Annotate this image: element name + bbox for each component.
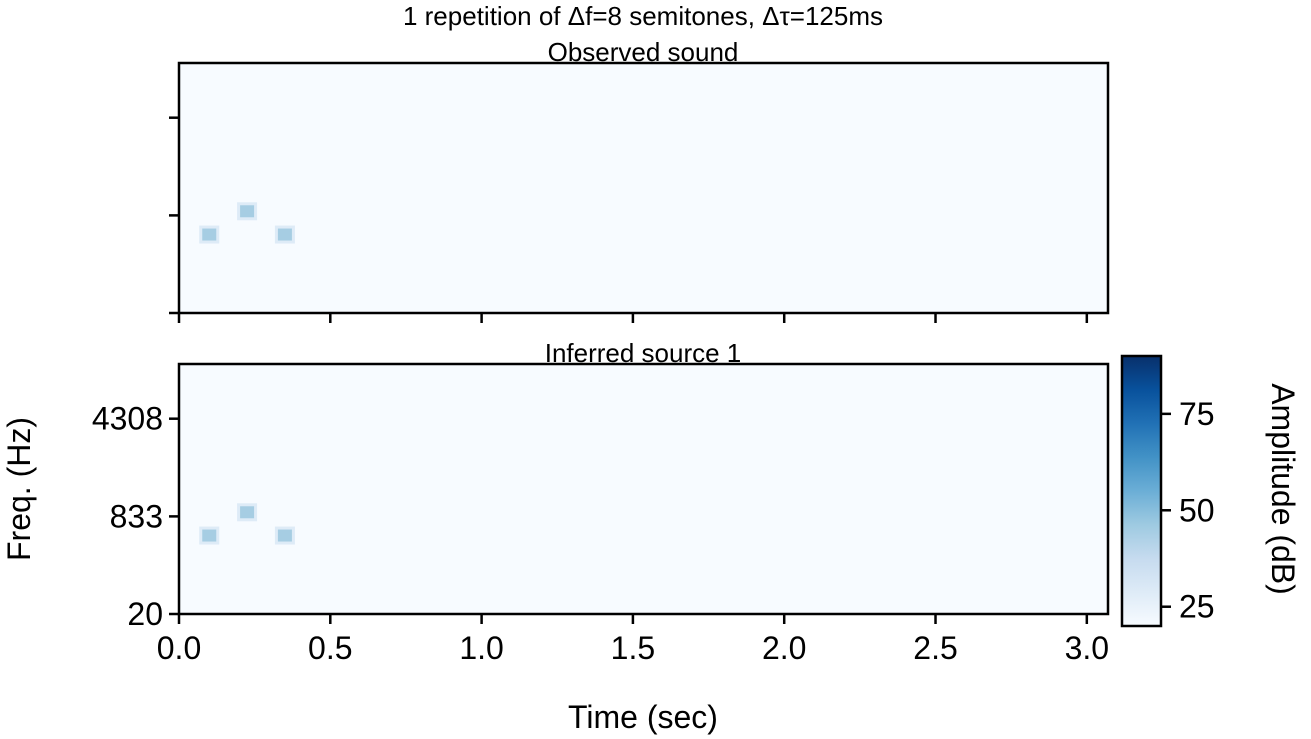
- tone-marks-inferred: [199, 503, 295, 545]
- x-tick-label: 0.0: [157, 630, 201, 666]
- tone-mark: [202, 529, 217, 542]
- colorbar-tick-label: 50: [1179, 492, 1215, 528]
- x-ticks-inferred: 0.0 0.5 1.0 1.5 2.0 2.5 3.0: [157, 614, 1109, 666]
- x-tick-label: 2.0: [762, 630, 806, 666]
- figure-suptitle: 1 repetition of Δf=8 semitones, Δτ=125ms: [403, 1, 883, 31]
- panel-inferred-source: Inferred source 1 0.0 0.5 1.0 1.5 2.0 2.5 3.0 …: [1, 338, 1110, 735]
- plot-frame-inferred: [177, 362, 1110, 616]
- y-ticks-observed: [169, 116, 179, 315]
- x-tick-label: 2.5: [913, 630, 957, 666]
- y-tick-label: 20: [127, 596, 163, 632]
- x-ticks-observed: [177, 313, 1089, 323]
- x-tick-label: 3.0: [1065, 630, 1109, 666]
- x-tick-label: 1.0: [459, 630, 503, 666]
- tone-mark: [277, 228, 292, 241]
- colorbar-ticks: 25 50 75: [1161, 396, 1215, 625]
- colorbar: 25 50 75 Amplitude (dB): [1120, 354, 1301, 628]
- plot-frame-observed: [177, 61, 1110, 315]
- colorbar-label: Amplitude (dB): [1265, 383, 1301, 595]
- tone-mark: [240, 205, 255, 218]
- colorbar-tick-label: 25: [1179, 589, 1215, 625]
- colorbar-tick-label: 75: [1179, 396, 1215, 432]
- x-tick-label: 1.5: [611, 630, 655, 666]
- x-axis-label: Time (sec): [568, 699, 718, 735]
- plot-area-inferred: [179, 364, 1108, 614]
- tone-mark: [240, 506, 255, 519]
- x-tick-label: 0.5: [308, 630, 352, 666]
- tone-mark: [277, 529, 292, 542]
- panel-observed-sound: Observed sound: [169, 37, 1110, 323]
- y-axis-label: Freq. (Hz): [1, 417, 37, 561]
- y-ticks-inferred: 20 833 4308: [92, 401, 179, 632]
- colorbar-gradient: [1120, 354, 1163, 628]
- tone-marks-observed: [199, 202, 295, 244]
- y-tick-label: 833: [110, 498, 163, 534]
- y-tick-label: 4308: [92, 401, 163, 437]
- tone-mark: [202, 228, 217, 241]
- plot-area-observed: [179, 63, 1108, 313]
